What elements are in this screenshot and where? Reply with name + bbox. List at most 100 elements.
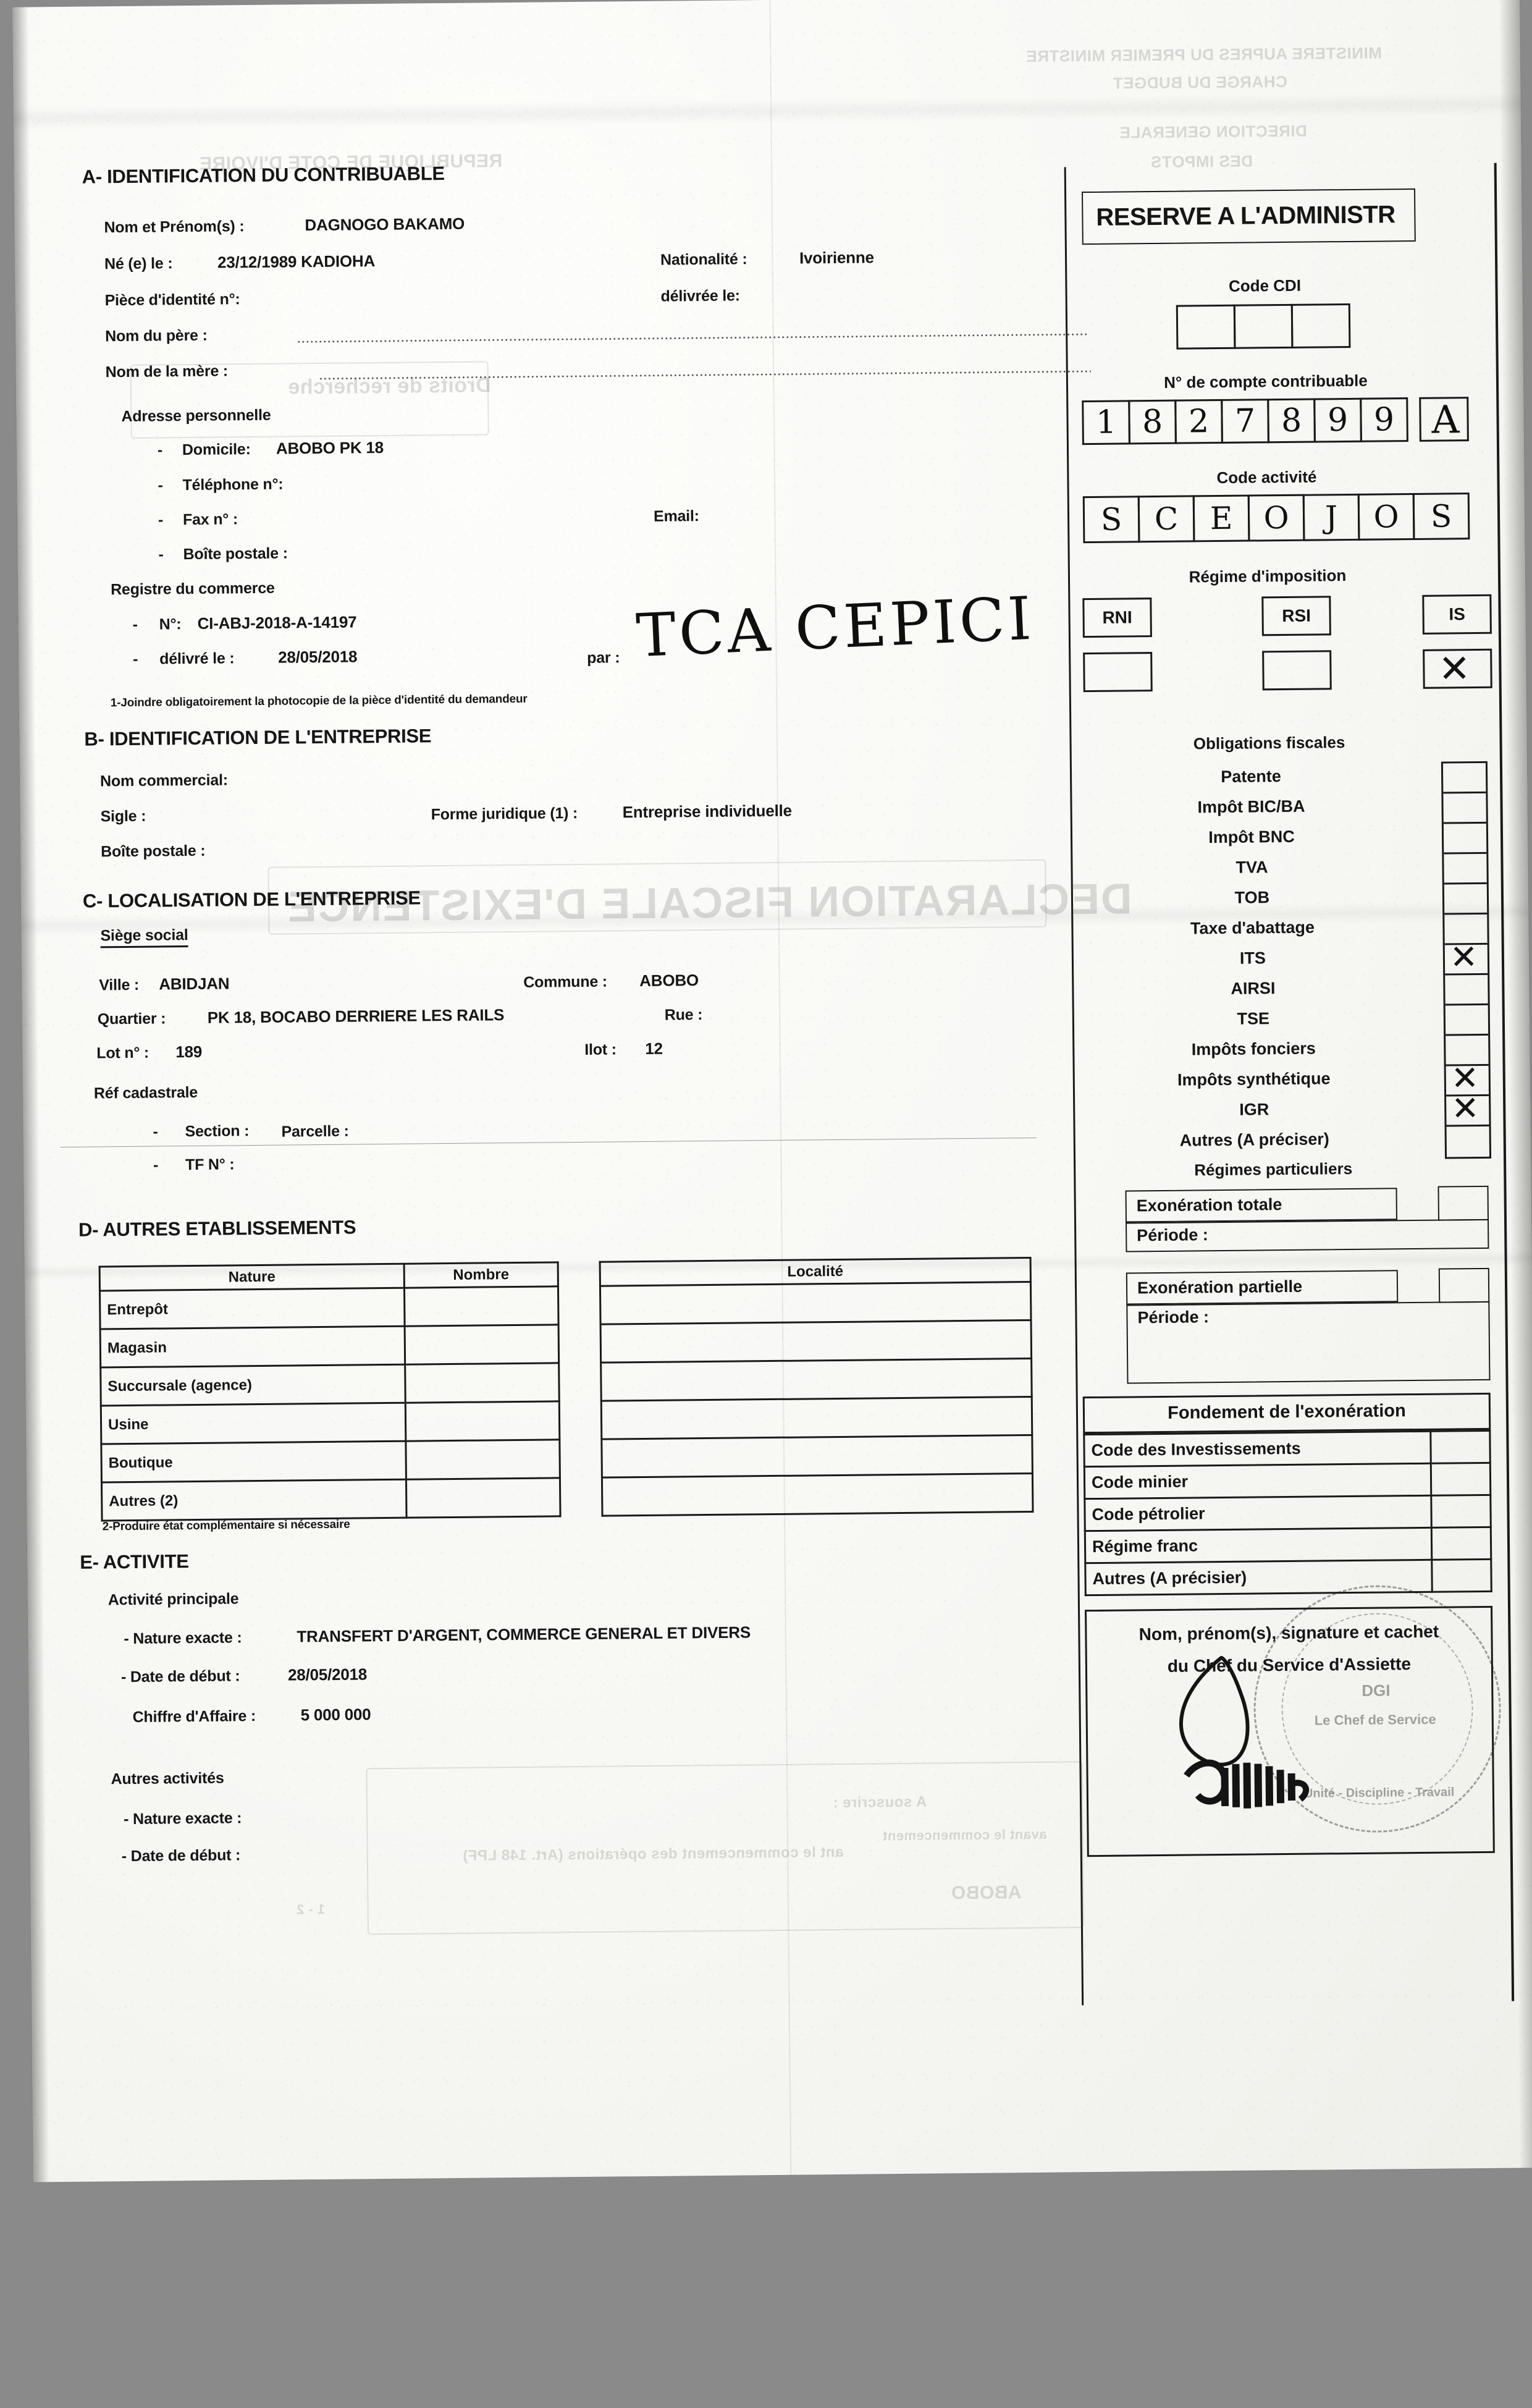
registre-par-handwritten-value[interactable]: TCA CEPICI [634, 583, 1036, 671]
quartier-value[interactable]: PK 18, BOCABO DERRIERE LES RAILS [207, 1005, 505, 1027]
regimes-particuliers-label: Régimes particuliers [1194, 1159, 1353, 1180]
activite-nature-value[interactable]: TRANSFERT D'ARGENT, COMMERCE GENERAL ET … [297, 1623, 751, 1646]
obligation-label-1: Impôt BIC/BA [1197, 796, 1305, 817]
registre-delivre-value[interactable]: 28/05/2018 [278, 647, 358, 667]
cell-localite[interactable] [600, 1358, 1032, 1401]
exoneration-totale-checkbox[interactable] [1437, 1185, 1489, 1221]
code-activite-cell-5[interactable]: O [1357, 492, 1415, 541]
fondement-label-0: Code des Investissements [1084, 1431, 1431, 1467]
obligation-checkbox-11[interactable]: ✕ [1446, 1089, 1489, 1128]
regime-option-rsi-checkbox[interactable] [1262, 650, 1332, 691]
chiffre-affaire-value[interactable]: 5 000 000 [300, 1705, 371, 1725]
code-activite-cell-2[interactable]: E [1192, 494, 1250, 543]
bullet-fax: - [158, 511, 164, 529]
nom-prenom-value[interactable]: DAGNOGO BAKAMO [305, 214, 465, 235]
forme-juridique-value[interactable]: Entreprise individuelle [622, 801, 793, 822]
nom-pere-dotted-line[interactable] [297, 333, 1088, 344]
obligation-checkbox-6[interactable]: ✕ [1444, 937, 1488, 976]
cell-nombre[interactable] [405, 1401, 560, 1442]
code-cdi-cell-0[interactable] [1176, 304, 1236, 350]
fondement-checkbox-2[interactable] [1431, 1495, 1491, 1528]
ne-le-value[interactable]: 23/12/1989 KADIOHA [217, 251, 376, 272]
code-cdi-cell-1[interactable] [1233, 303, 1294, 349]
obligation-checkbox-3[interactable] [1444, 853, 1487, 885]
compte-contribuable-cell-5[interactable]: 9 [1313, 397, 1362, 443]
ghost-header-right-3: DIRECTION GENERALE [1119, 121, 1307, 142]
obligation-checkbox-8[interactable] [1445, 1005, 1489, 1036]
table-row: Boutique [101, 1439, 560, 1482]
fondement-checkbox-0[interactable] [1430, 1430, 1491, 1464]
fondement-label-1: Code minier [1084, 1463, 1431, 1499]
code-activite-cell-1[interactable]: C [1137, 495, 1195, 543]
lot-value[interactable]: 189 [175, 1042, 203, 1062]
nationalite-value[interactable]: Ivoirienne [799, 248, 874, 268]
registre-numero-value[interactable]: CI-ABJ-2018-A-14197 [197, 612, 357, 633]
compte-contribuable-cell-1[interactable]: 8 [1128, 399, 1177, 445]
cadastre-tf-label: TF N° : [185, 1155, 235, 1174]
domicile-value[interactable]: ABOBO PK 18 [276, 437, 384, 458]
cell-nombre[interactable] [405, 1362, 560, 1403]
nom-mere-dotted-line[interactable] [318, 370, 1091, 380]
cell-localite[interactable] [601, 1435, 1033, 1478]
regime-option-is-checkbox[interactable]: ✕ [1423, 646, 1492, 691]
ne-le-label: Né (e) le : [104, 255, 173, 273]
regime-option-rni-checkbox[interactable] [1083, 652, 1153, 693]
obligation-checkbox-12[interactable] [1447, 1126, 1489, 1157]
fondement-checkbox-3[interactable] [1431, 1527, 1491, 1560]
cell-localite[interactable] [601, 1396, 1032, 1440]
siege-social-subheading: Siège social [100, 926, 188, 948]
regime-option-is-label: IS [1422, 594, 1492, 635]
code-activite-cell-3[interactable]: O [1247, 494, 1305, 542]
compte-contribuable-cell-4[interactable]: 8 [1267, 398, 1316, 444]
cell-nombre[interactable] [404, 1324, 559, 1365]
fondement-checkbox-4[interactable] [1431, 1559, 1492, 1592]
email-label: Email: [653, 507, 699, 525]
ilot-value[interactable]: 12 [645, 1039, 663, 1058]
fondement-checkbox-1[interactable] [1431, 1463, 1491, 1496]
compte-contribuable-cell-3[interactable]: 7 [1221, 399, 1269, 444]
compte-contribuable-cell-0[interactable]: 1 [1082, 400, 1130, 446]
obligation-label-5: Taxe d'abattage [1190, 918, 1315, 938]
ville-value[interactable]: ABIDJAN [159, 974, 230, 994]
sigle-label: Sigle : [100, 807, 146, 826]
cell-localite[interactable] [602, 1473, 1033, 1516]
activite-principale-heading: Activité principale [107, 1590, 239, 1609]
obligation-checkbox-4[interactable] [1444, 884, 1488, 915]
cell-nature: Boutique [101, 1441, 406, 1482]
bullet-domicile: - [157, 441, 163, 459]
cell-localite[interactable] [600, 1320, 1032, 1363]
obligation-checkbox-1[interactable] [1443, 793, 1486, 824]
compte-contribuable-cell-2[interactable]: 2 [1174, 399, 1223, 444]
bullet-telephone: - [158, 476, 163, 494]
obligation-checkbox-2[interactable] [1443, 823, 1487, 855]
cell-nombre[interactable] [405, 1439, 560, 1480]
obligation-label-7: AIRSI [1231, 979, 1276, 998]
code-cdi-cell-2[interactable] [1290, 303, 1351, 349]
cell-localite[interactable] [600, 1282, 1032, 1325]
code-activite-cell-4[interactable]: J [1302, 493, 1360, 541]
boite-postale-label: Boîte postale : [183, 544, 288, 564]
obligation-label-11: IGR [1239, 1100, 1269, 1119]
signature-block-line2: du Chef du Service d'Assiette [1167, 1654, 1412, 1676]
activite-date-label: - Date de début : [120, 1667, 240, 1686]
obligations-fiscales-checkbox-ladder[interactable]: ✕ ✕ ✕ [1441, 761, 1492, 1159]
cell-nombre[interactable] [406, 1477, 561, 1518]
code-activite-cell-0[interactable]: S [1082, 496, 1140, 544]
activite-date-value[interactable]: 28/05/2018 [287, 1665, 368, 1684]
fondement-exoneration-table[interactable]: Code des Investissements Code minier Code … [1083, 1430, 1492, 1596]
ville-label: Ville : [99, 976, 140, 994]
exoneration-partielle-checkbox[interactable] [1438, 1267, 1490, 1303]
obligation-label-12: Autres (A préciser) [1179, 1130, 1329, 1150]
ghost-header-right-2: CHARGE DU BUDGET [1113, 72, 1287, 93]
compte-contribuable-cell-6[interactable]: 9 [1360, 397, 1408, 442]
table-row: Code pétrolier [1084, 1495, 1491, 1531]
code-cdi-boxes[interactable] [1176, 303, 1351, 350]
code-activite-cell-6[interactable]: S [1412, 492, 1470, 540]
regime-imposition-options[interactable]: RNI RSI IS ✕ [1076, 594, 1492, 693]
obligation-checkbox-0[interactable] [1442, 763, 1486, 794]
commune-value[interactable]: ABOBO [639, 971, 699, 991]
obligation-checkbox-7[interactable] [1445, 974, 1488, 1006]
cell-nombre[interactable] [404, 1286, 559, 1327]
